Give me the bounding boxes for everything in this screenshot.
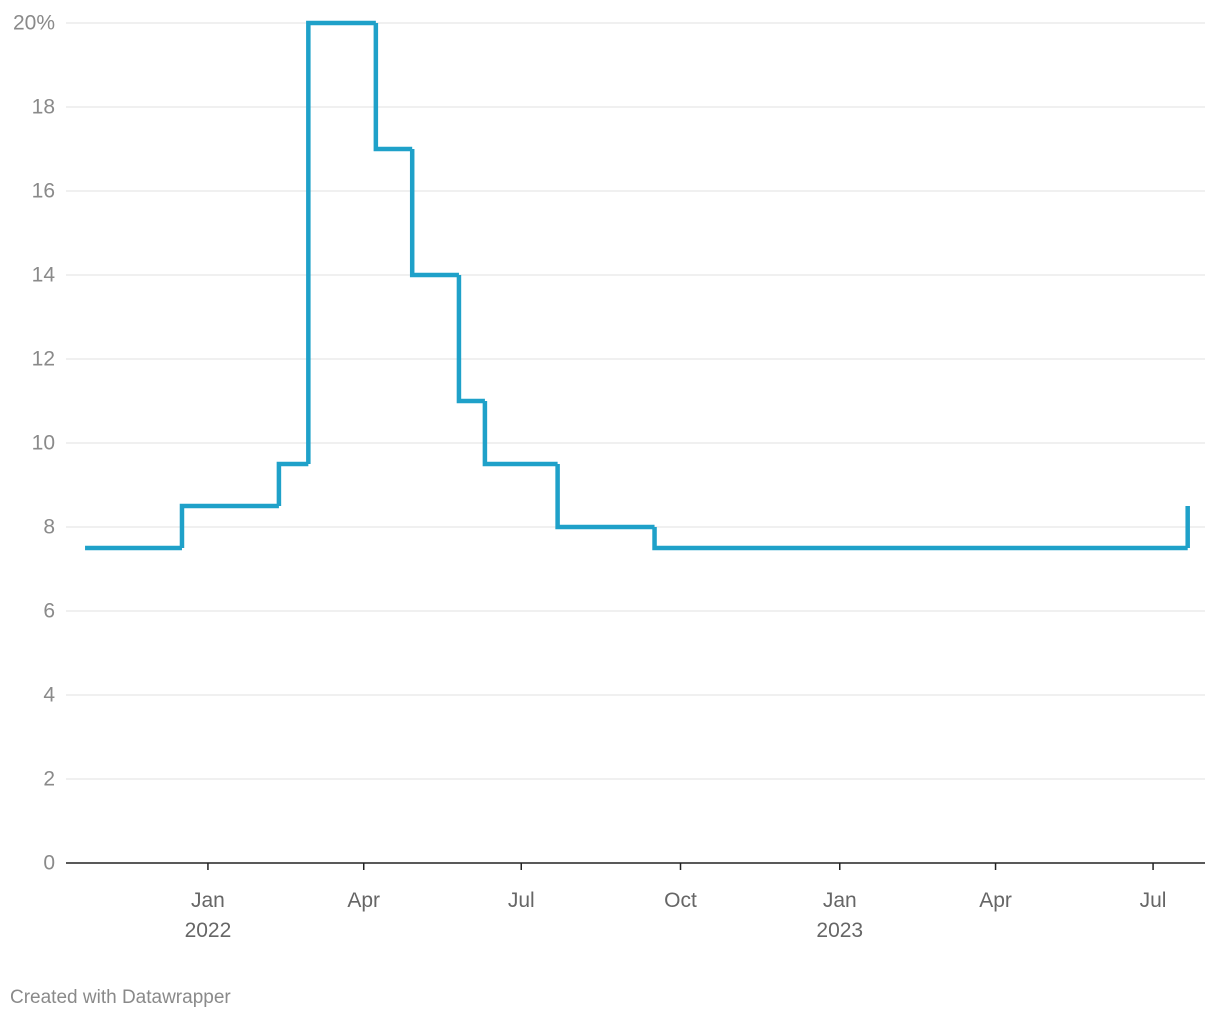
y-tick-label: 8 [43,516,55,539]
rate-step [555,464,655,530]
y-tick-label: 6 [43,600,55,623]
x-tick-year: 2022 [185,919,232,942]
y-tick-label: 20% [13,12,55,35]
y-tick-label: 16 [32,180,55,203]
x-tick-label: Oct [664,889,697,912]
y-tick-label: 10 [32,432,55,455]
y-tick-label: 18 [32,96,55,119]
rate-step [373,23,413,152]
rate-step [482,401,558,467]
x-tick-label: Apr [979,889,1012,912]
x-tick-year: 2023 [816,919,863,942]
x-tick-label: Jul [508,889,535,912]
rate-step [306,20,376,464]
rate-step [456,275,485,404]
x-tick-label: Jan [823,889,857,912]
y-tick-label: 14 [32,264,56,287]
rate-step [276,461,309,506]
y-tick-label: 12 [32,348,55,371]
y-tick-label: 4 [43,684,55,707]
rate-step [652,527,1188,551]
x-tick-label: Jul [1140,889,1167,912]
credit: Created with Datawrapper [10,987,231,1008]
y-tick-label: 0 [43,852,55,875]
x-tick-label: Apr [347,889,380,912]
x-tick-label: Jan [191,889,225,912]
rate-step [409,149,459,278]
y-tick-label: 2 [43,768,55,791]
rate-step [179,503,279,548]
